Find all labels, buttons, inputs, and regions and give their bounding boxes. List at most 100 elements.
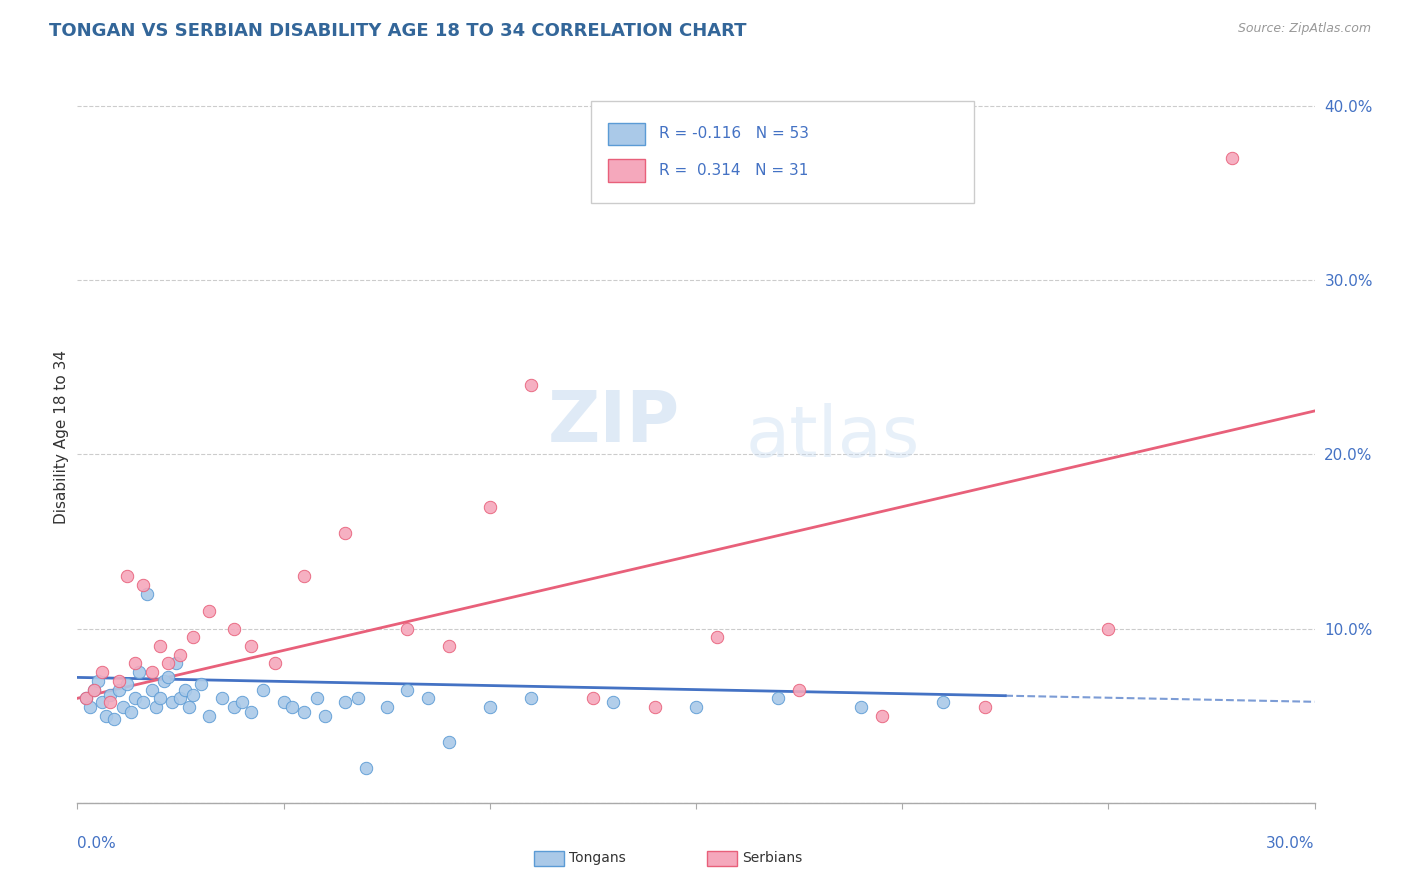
Point	[141, 665, 163, 680]
Point	[1097, 622, 1119, 636]
Point	[98, 695, 121, 709]
Point	[478, 500, 501, 514]
Point	[416, 691, 439, 706]
Text: R = -0.116   N = 53: R = -0.116 N = 53	[659, 127, 808, 142]
Point	[107, 682, 129, 697]
Point	[96, 708, 118, 723]
Point	[198, 708, 221, 723]
Point	[787, 682, 810, 697]
Point	[644, 700, 666, 714]
Point	[157, 670, 180, 684]
Point	[98, 688, 121, 702]
Point	[149, 691, 172, 706]
Point	[157, 657, 180, 671]
Point	[437, 639, 460, 653]
Point	[849, 700, 872, 714]
Point	[292, 705, 315, 719]
Point	[396, 622, 419, 636]
Point	[132, 578, 155, 592]
Point	[1220, 152, 1243, 166]
Point	[120, 705, 142, 719]
Point	[128, 665, 150, 680]
Text: R =  0.314   N = 31: R = 0.314 N = 31	[659, 163, 808, 178]
Point	[132, 695, 155, 709]
Point	[252, 682, 274, 697]
Point	[478, 700, 501, 714]
Point	[396, 682, 419, 697]
Point	[264, 657, 287, 671]
Point	[314, 708, 336, 723]
Text: 30.0%: 30.0%	[1267, 836, 1315, 851]
Point	[111, 700, 134, 714]
Point	[239, 639, 262, 653]
Point	[75, 691, 97, 706]
Point	[153, 673, 176, 688]
Point	[103, 712, 125, 726]
Point	[75, 691, 97, 706]
Text: 0.0%: 0.0%	[77, 836, 117, 851]
Point	[115, 677, 138, 691]
FancyBboxPatch shape	[609, 160, 645, 182]
Point	[181, 688, 204, 702]
Point	[107, 673, 129, 688]
Point	[115, 569, 138, 583]
Point	[160, 695, 183, 709]
FancyBboxPatch shape	[534, 851, 564, 866]
Point	[239, 705, 262, 719]
Point	[177, 700, 200, 714]
Point	[149, 639, 172, 653]
Point	[706, 631, 728, 645]
Point	[520, 377, 543, 392]
Point	[173, 682, 195, 697]
Point	[520, 691, 543, 706]
Point	[437, 735, 460, 749]
Point	[211, 691, 233, 706]
Point	[181, 631, 204, 645]
Point	[375, 700, 398, 714]
Point	[281, 700, 304, 714]
Point	[222, 622, 245, 636]
Text: Source: ZipAtlas.com: Source: ZipAtlas.com	[1237, 22, 1371, 36]
Point	[973, 700, 995, 714]
Point	[198, 604, 221, 618]
Point	[354, 761, 377, 775]
FancyBboxPatch shape	[609, 123, 645, 145]
Point	[768, 691, 790, 706]
Text: ZIP: ZIP	[547, 388, 679, 457]
Point	[292, 569, 315, 583]
Point	[190, 677, 212, 691]
Point	[335, 525, 357, 540]
Text: Tongans: Tongans	[568, 851, 626, 865]
Point	[91, 665, 114, 680]
Point	[124, 691, 146, 706]
Point	[83, 682, 105, 697]
Y-axis label: Disability Age 18 to 34: Disability Age 18 to 34	[53, 350, 69, 524]
Point	[231, 695, 253, 709]
Point	[222, 700, 245, 714]
FancyBboxPatch shape	[707, 851, 737, 866]
Point	[141, 682, 163, 697]
Point	[145, 700, 167, 714]
Point	[685, 700, 707, 714]
Text: atlas: atlas	[745, 402, 920, 472]
Point	[582, 691, 605, 706]
Point	[165, 657, 187, 671]
Point	[91, 695, 114, 709]
Point	[79, 700, 101, 714]
Point	[932, 695, 955, 709]
Text: TONGAN VS SERBIAN DISABILITY AGE 18 TO 34 CORRELATION CHART: TONGAN VS SERBIAN DISABILITY AGE 18 TO 3…	[49, 22, 747, 40]
Point	[169, 648, 191, 662]
Point	[870, 708, 893, 723]
Point	[124, 657, 146, 671]
Point	[87, 673, 110, 688]
Point	[273, 695, 295, 709]
Point	[346, 691, 368, 706]
Point	[305, 691, 328, 706]
Point	[136, 587, 159, 601]
Point	[602, 695, 624, 709]
Point	[335, 695, 357, 709]
Point	[169, 691, 191, 706]
Point	[83, 682, 105, 697]
FancyBboxPatch shape	[591, 101, 974, 203]
Text: Serbians: Serbians	[742, 851, 801, 865]
